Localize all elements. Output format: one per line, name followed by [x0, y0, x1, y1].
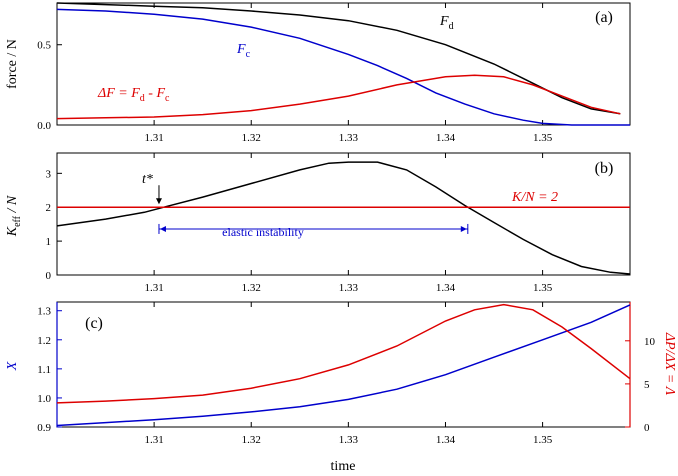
y-tick-label: 0.5 [37, 40, 51, 52]
x-tick-label: 1.31 [144, 132, 163, 144]
instability-head-left [159, 225, 166, 232]
y-tick-label: 3 [46, 168, 52, 180]
series-line-1 [56, 303, 631, 404]
series-line-2 [56, 74, 621, 120]
fc-label-main: F [236, 42, 246, 57]
y-tick-label: 1.3 [37, 306, 51, 318]
delta-f-label: ΔF = Fd - Fc [97, 86, 170, 104]
panel-c-tag: (c) [85, 315, 103, 332]
panel-a-ylabel: force / N [5, 39, 20, 89]
delta-f-part-0: ΔF = F [97, 86, 140, 101]
fc-label-sub: c [246, 49, 251, 60]
x-tick-label: 1.32 [242, 434, 261, 446]
panel-b-ylabel-sub: eff [12, 215, 23, 227]
delta-f-part-2: - F [145, 86, 166, 101]
x-tick-label: 1.34 [436, 434, 456, 446]
tstar-arrow-head [155, 198, 162, 205]
instability-label: elastic instability [222, 225, 304, 239]
panel-c-ticks: 1.31 1.32 1.33 1.34 1.35 0.9 1.0 1.1 1.2 1.3 0 5 10 [37, 302, 656, 446]
x-tick-label: 1.35 [533, 434, 553, 446]
y-tick-label: 0 [46, 270, 52, 282]
x-tick-label: 1.35 [533, 132, 553, 144]
tstar-label: t* [142, 172, 153, 187]
panel-c-lines [56, 303, 631, 427]
x-tick-label: 1.32 [242, 132, 261, 144]
y-tick-label: 0.0 [37, 120, 51, 132]
y-tick-label: 5 [644, 379, 650, 391]
y-tick-label: 10 [644, 336, 656, 348]
panel-a-frame [56, 2, 631, 126]
series-line-1 [56, 8, 630, 126]
x-tick-label: 1.34 [436, 132, 456, 144]
y-tick-label: 0.9 [37, 422, 51, 434]
x-tick-label: 1.33 [339, 132, 359, 144]
fc-label: Fc [236, 42, 251, 60]
x-tick-label: 1.32 [242, 282, 261, 294]
fd-label: Fd [439, 14, 454, 32]
panel-b-frame [56, 152, 631, 276]
delta-f-part-1: d [140, 93, 145, 104]
delta-f-part-3: c [165, 93, 170, 104]
y-tick-label: 1 [46, 236, 52, 248]
fd-label-sub: d [449, 21, 454, 32]
y-tick-label: 0 [644, 422, 650, 434]
panel-c-ylabel-left: X [5, 361, 20, 371]
x-tick-label: 1.33 [339, 282, 359, 294]
x-axis-label: time [331, 459, 356, 474]
x-tick-label: 1.35 [533, 282, 553, 294]
kn-label: K/N = 2 [511, 190, 558, 205]
panel-b-tag: (b) [595, 160, 614, 177]
instability-annotation [155, 185, 469, 234]
panel-a-lines [56, 2, 630, 126]
panel-c: (c) X ΔP/ΔX = Λ 1.31 1.32 1.33 1.34 1.350.91… [5, 301, 677, 474]
panel-c-ylabel-right: ΔP/ΔX = Λ [662, 332, 677, 396]
panel-b-ylabel: Keff / N [5, 195, 23, 237]
panel-b-ticks: 1.31 1.32 1.33 1.34 1.35 0 1 2 3 [46, 153, 553, 294]
y-tick-label: 2 [46, 202, 52, 214]
panel-b-ylabel-main: K [5, 226, 20, 237]
panel-a: (a) force / N 1.31 1.32 1.33 1.34 1.35 0.0 0.5… [5, 2, 631, 144]
x-tick-label: 1.31 [144, 282, 163, 294]
y-tick-label: 1.2 [37, 335, 51, 347]
panel-b-lines [56, 161, 631, 275]
panel-c-frame [56, 301, 631, 428]
y-tick-label: 1.1 [37, 364, 51, 376]
series-line-0 [56, 2, 621, 115]
panel-a-ticks: 1.31 1.32 1.33 1.34 1.35 0.0 0.5 [37, 3, 553, 144]
x-tick-label: 1.34 [436, 282, 456, 294]
y-tick-label: 1.0 [37, 393, 51, 405]
fd-label-main: F [439, 14, 449, 29]
instability-head-right [460, 225, 467, 232]
x-tick-label: 1.33 [339, 434, 359, 446]
panel-b-ylabel-tail: / N [5, 195, 20, 216]
series-line-0 [56, 304, 631, 427]
x-tick-label: 1.31 [144, 434, 163, 446]
panel-a-tag: (a) [595, 9, 613, 26]
